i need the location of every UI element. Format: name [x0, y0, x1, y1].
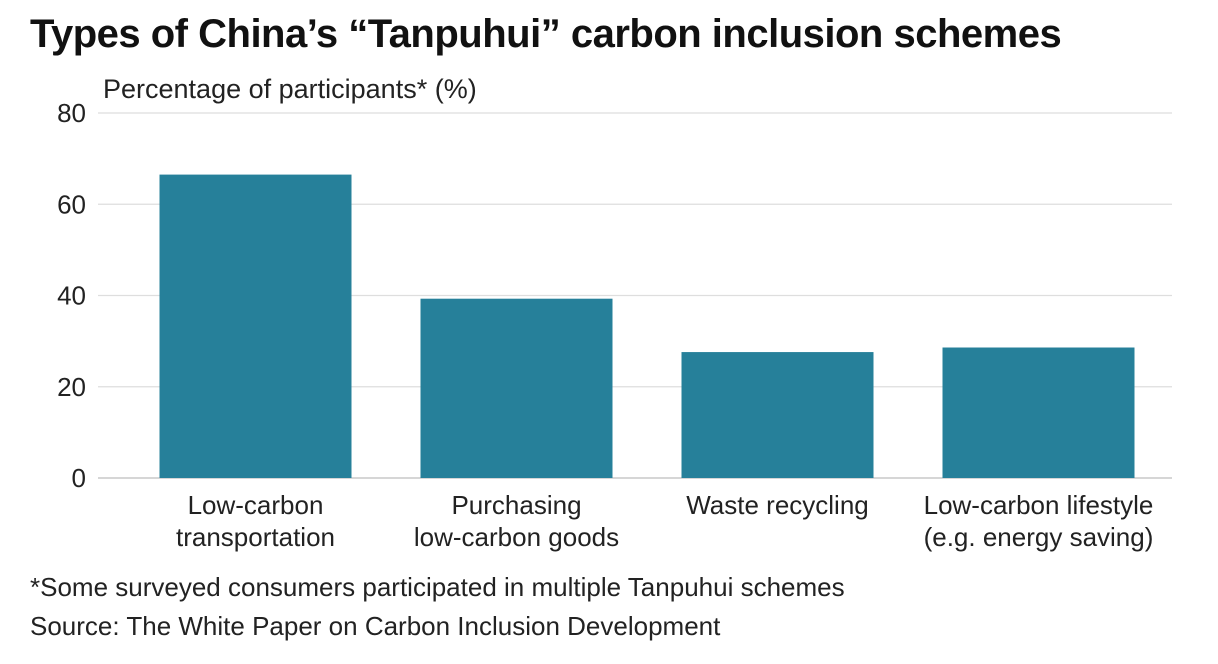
y-tick-label: 0 — [72, 463, 86, 493]
bar — [681, 352, 874, 478]
x-category-label: Waste recycling — [686, 490, 869, 520]
x-category-label: transportation — [176, 522, 335, 552]
x-category-label: low-carbon goods — [414, 522, 619, 552]
bar — [159, 174, 352, 478]
y-tick-label: 80 — [57, 98, 86, 128]
y-axis-ticks: 0 20 40 60 80 — [57, 98, 86, 493]
bar — [420, 298, 613, 478]
x-category-label: Low-carbon lifestyle — [924, 490, 1154, 520]
bar — [942, 347, 1135, 478]
y-tick-label: 60 — [57, 189, 86, 219]
footnote: *Some surveyed consumers participated in… — [30, 572, 845, 602]
x-category-label: (e.g. energy saving) — [924, 522, 1154, 552]
bars — [159, 174, 1135, 478]
x-category-label: Low-carbon — [188, 490, 324, 520]
chart-title: Types of China’s “Tanpuhui” carbon inclu… — [30, 12, 1062, 56]
y-tick-label: 40 — [57, 281, 86, 311]
source-note: Source: The White Paper on Carbon Inclus… — [30, 611, 721, 641]
y-tick-label: 20 — [57, 372, 86, 402]
x-category-label: Purchasing — [451, 490, 581, 520]
y-axis-label: Percentage of participants* (%) — [103, 74, 477, 104]
